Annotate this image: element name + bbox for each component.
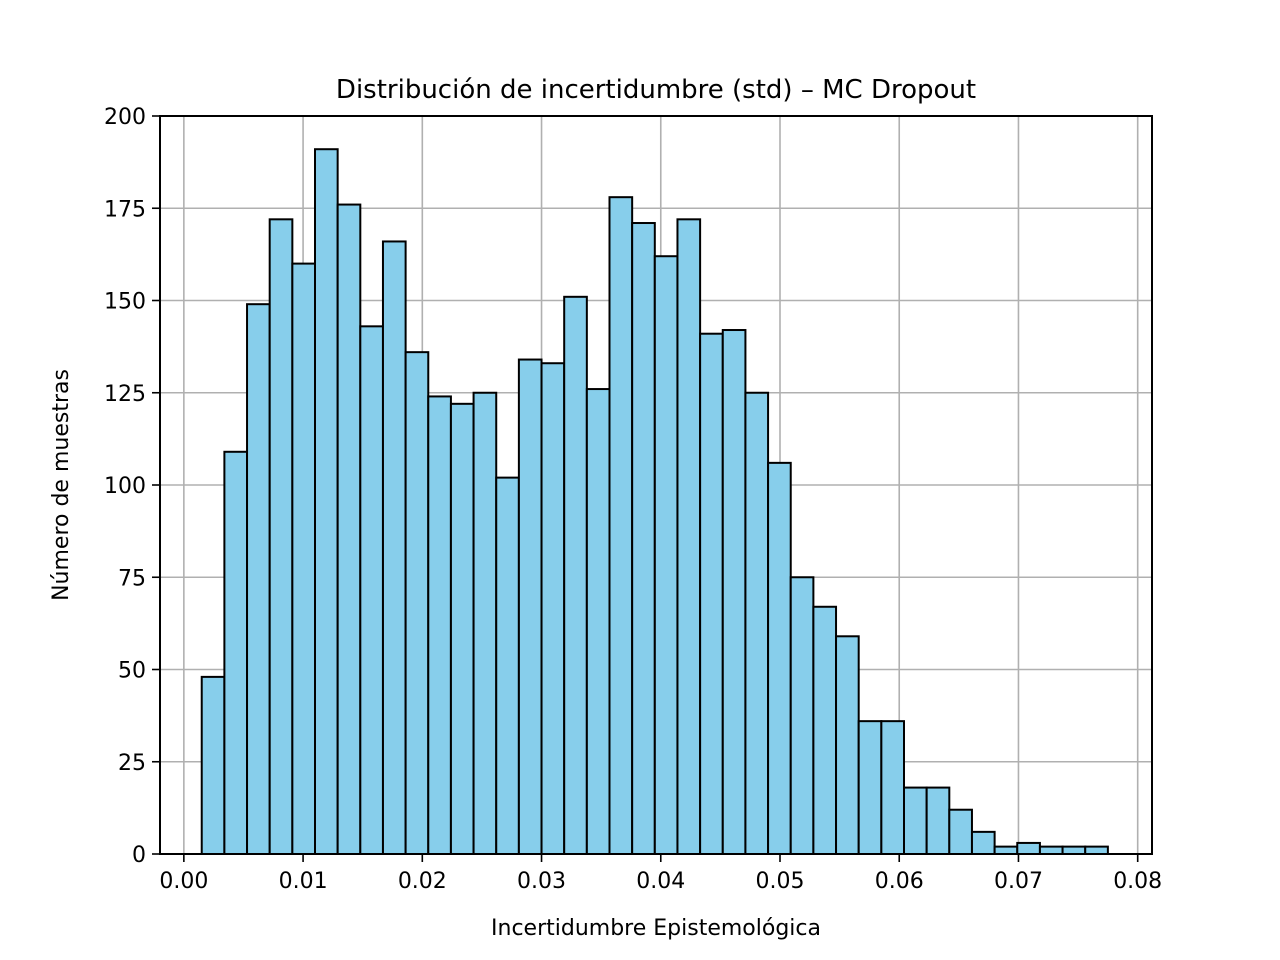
- x-tick-label: 0.04: [636, 869, 685, 894]
- y-tick-label: 75: [118, 566, 146, 591]
- histogram-bar: [948, 808, 973, 855]
- histogram-bar: [857, 720, 883, 855]
- y-tick-label: 125: [104, 382, 146, 407]
- histogram-bar: [631, 222, 656, 855]
- histogram-bar: [993, 845, 1019, 855]
- histogram-bar: [835, 635, 860, 855]
- histogram-bar: [246, 303, 271, 855]
- histogram-bar: [721, 329, 747, 855]
- histogram-bar: [517, 358, 543, 855]
- histogram-bar: [699, 332, 724, 855]
- chart-title: Distribución de incertidumbre (std) – MC…: [336, 75, 976, 105]
- x-tick-label: 0.03: [517, 869, 566, 894]
- y-tick-label: 50: [118, 659, 146, 684]
- x-tick-label: 0.02: [398, 869, 447, 894]
- y-tick-label: 150: [104, 290, 146, 315]
- histogram-bar: [381, 240, 407, 855]
- histogram-bar: [970, 830, 996, 855]
- histogram-bar: [314, 148, 339, 855]
- histogram-bar: [585, 388, 611, 855]
- histogram-bar: [1084, 845, 1109, 855]
- x-axis-title: Incertidumbre Epistemológica: [491, 916, 821, 941]
- bars-layer: [200, 148, 1109, 856]
- y-tick-label: 100: [104, 474, 146, 499]
- histogram-bar: [200, 675, 226, 855]
- histogram-bar: [404, 351, 430, 855]
- histogram-bar: [925, 786, 951, 856]
- histogram-bar: [676, 218, 702, 855]
- x-tick-label: 0.00: [159, 869, 208, 894]
- ticks-layer: 0.00 0.01 0.02 0.03 0.04 0.05 0.06 0.07 0.08 0 25 5…: [104, 105, 1162, 894]
- histogram-bar: [268, 218, 294, 855]
- histogram-bar: [880, 720, 905, 855]
- x-tick-label: 0.06: [875, 869, 924, 894]
- y-axis-title: Número de muestras: [49, 369, 74, 601]
- histogram-bar: [1016, 841, 1041, 855]
- histogram-bar: [563, 295, 588, 855]
- histogram-bar: [291, 262, 317, 856]
- histogram-bar: [449, 402, 475, 855]
- y-tick-label: 25: [118, 751, 146, 776]
- histogram-bar: [1061, 845, 1087, 855]
- histogram-bar: [472, 391, 498, 855]
- histogram-bar: [427, 395, 452, 855]
- histogram-bar: [812, 605, 838, 856]
- x-tick-label: 0.01: [279, 869, 328, 894]
- histogram-bar: [789, 576, 815, 855]
- x-tick-label: 0.08: [1113, 869, 1162, 894]
- histogram-bar: [903, 786, 928, 856]
- histogram-bar: [744, 391, 770, 855]
- x-tick-label: 0.05: [756, 869, 805, 894]
- histogram-bar: [359, 325, 384, 855]
- histogram-bar: [767, 461, 792, 855]
- x-tick-label: 0.07: [994, 869, 1043, 894]
- histogram-bar: [223, 450, 249, 855]
- histogram-bar: [653, 255, 679, 856]
- histogram-bar: [1038, 845, 1064, 855]
- histogram-bar: [608, 196, 634, 855]
- y-tick-label: 200: [104, 105, 146, 130]
- y-tick-label: 0: [132, 843, 146, 868]
- histogram-bar: [540, 362, 566, 855]
- histogram-bar: [495, 476, 520, 855]
- y-tick-label: 175: [104, 197, 146, 222]
- histogram-bar: [336, 203, 362, 855]
